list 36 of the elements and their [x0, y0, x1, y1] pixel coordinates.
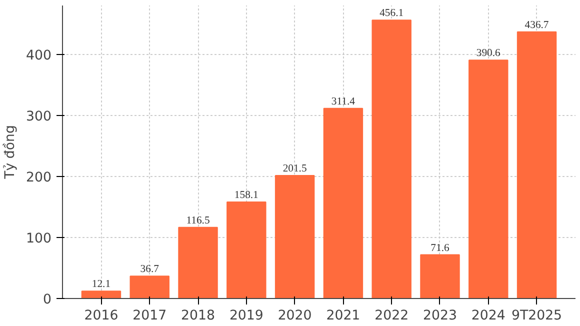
data-label: 116.5	[186, 215, 210, 226]
bar	[468, 60, 508, 298]
bar	[420, 254, 460, 298]
data-label: 390.6	[476, 48, 502, 60]
data-label: 456.1	[380, 8, 404, 20]
y-tick-label: 400	[26, 48, 52, 64]
bar	[81, 290, 122, 298]
x-tick-label: 2020	[278, 308, 312, 324]
y-axis-title: Tỷ đồng	[2, 125, 18, 180]
data-label: 12.1	[92, 279, 111, 290]
y-tick-label: 0	[43, 292, 52, 308]
y-tick-label: 100	[26, 231, 52, 246]
x-tick-label: 2021	[326, 308, 360, 324]
x-tick-label: 2016	[84, 308, 118, 324]
bar	[372, 20, 412, 298]
x-tick-label: 2017	[132, 308, 167, 324]
x-tick-label: 2022	[374, 308, 409, 324]
data-label: 311.4	[331, 96, 356, 108]
data-label: 158.1	[234, 190, 258, 201]
data-label: 201.5	[282, 164, 307, 174]
x-tick-label: 2024	[471, 308, 506, 324]
x-tick-label: 9T2025	[512, 308, 562, 324]
data-label: 36.7	[140, 264, 160, 276]
bar	[226, 201, 266, 298]
y-tick-label: 200	[26, 170, 52, 186]
bar	[178, 226, 218, 298]
bar	[323, 108, 364, 298]
bar	[130, 276, 170, 298]
x-tick-label: 2018	[181, 308, 215, 324]
bar	[516, 31, 557, 298]
data-label: 436.7	[524, 20, 550, 31]
data-label: 71.6	[430, 242, 450, 254]
y-tick-label: 300	[26, 109, 52, 124]
x-tick-label: 2019	[229, 308, 264, 324]
x-tick-label: 2023	[423, 308, 457, 324]
bar	[274, 175, 315, 298]
